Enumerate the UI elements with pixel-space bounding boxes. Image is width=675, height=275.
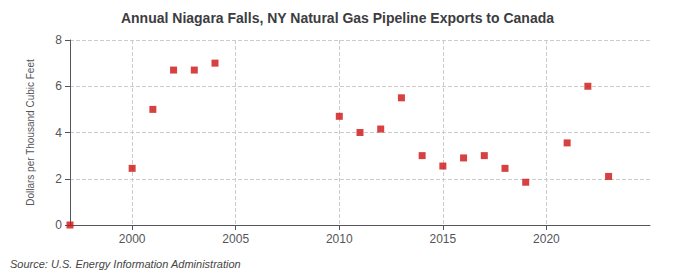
svg-text:4: 4 — [55, 126, 62, 140]
svg-text:8: 8 — [55, 33, 62, 47]
svg-text:2000: 2000 — [119, 232, 146, 246]
svg-text:2: 2 — [55, 172, 62, 186]
svg-text:0: 0 — [55, 218, 62, 232]
svg-text:Source: U.S. Energy Informatio: Source: U.S. Energy Information Administ… — [10, 258, 241, 270]
svg-text:2005: 2005 — [222, 232, 249, 246]
svg-text:2010: 2010 — [326, 232, 353, 246]
svg-text:Dollars per Thousand Cubic Fee: Dollars per Thousand Cubic Feet — [25, 59, 36, 206]
svg-text:2015: 2015 — [430, 232, 457, 246]
svg-text:6: 6 — [55, 79, 62, 93]
svg-text:2020: 2020 — [533, 232, 560, 246]
svg-text:Annual Niagara Falls, NY Natur: Annual Niagara Falls, NY Natural Gas Pip… — [121, 10, 554, 26]
